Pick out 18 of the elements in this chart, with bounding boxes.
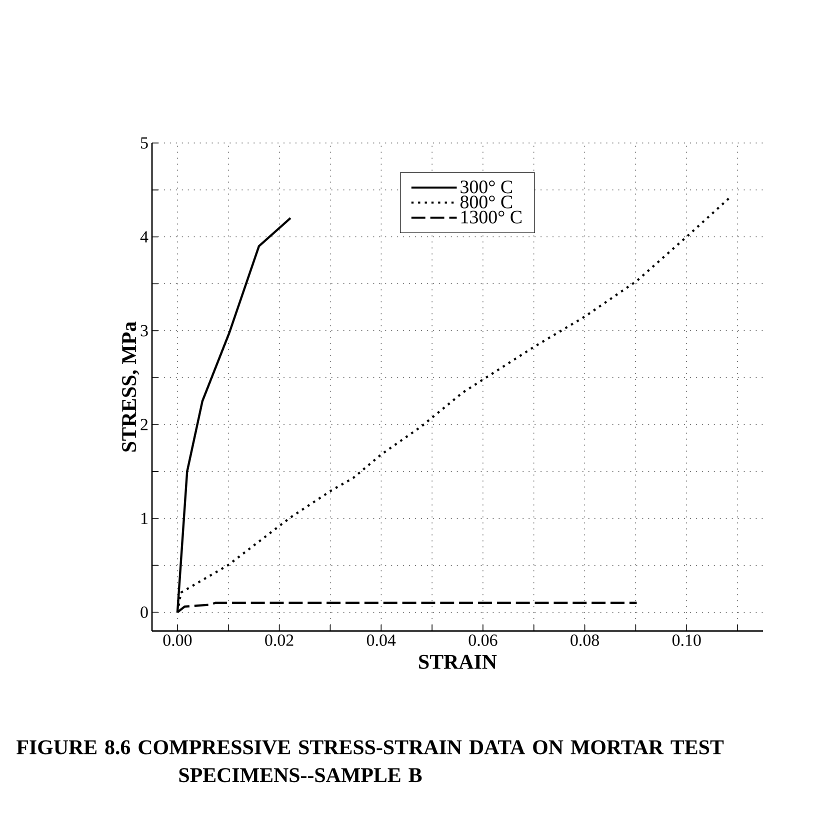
y-tick-label: 0 <box>140 606 148 618</box>
legend-label: 800° C <box>460 196 512 208</box>
x-tick-label: 0.04 <box>366 634 396 646</box>
y-tick-label: 1 <box>142 512 148 524</box>
y-tick-label: 2 <box>140 418 148 430</box>
x-tick-label: 0.06 <box>468 634 498 646</box>
caption: FIGURE 8.6 COMPRESSIVE STRESS-STRAIN DATA ON MORTAR TEST SPECIMENS--SAMPLE B <box>16 740 724 782</box>
x-tick-label: 0.00 <box>163 634 192 646</box>
x-tick-label: 0.10 <box>672 634 701 646</box>
y-tick-label: 5 <box>141 137 148 149</box>
x-axis-title: STRAIN <box>419 654 497 669</box>
y-tick-label: 3 <box>140 324 148 336</box>
y-tick-label: 4 <box>140 231 148 242</box>
x-tick-label: 0.08 <box>570 634 599 646</box>
legend-label: 300° C <box>460 180 512 194</box>
x-tick-label: 0.02 <box>265 634 294 646</box>
legend-label: 1300° C <box>461 210 522 224</box>
y-axis-title: STRESS, MPa <box>122 322 140 452</box>
